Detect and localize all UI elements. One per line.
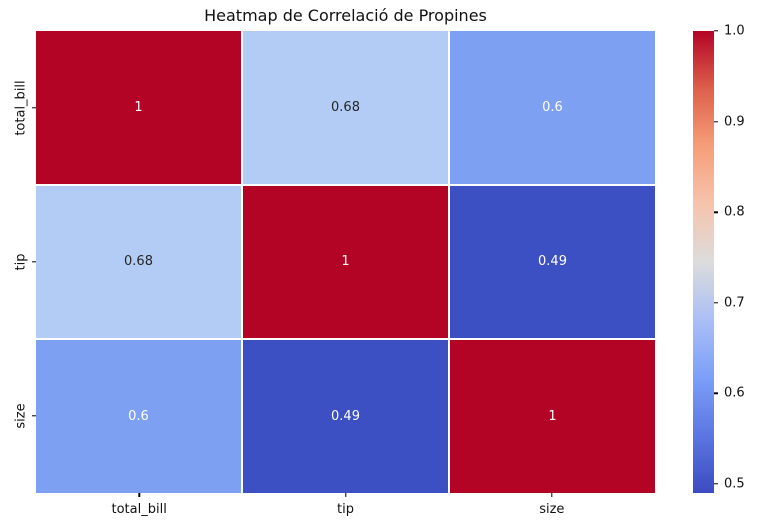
colorbar-tick-mark	[714, 120, 718, 123]
x-tick-mark	[344, 493, 347, 497]
x-tick-label: tip	[337, 502, 354, 517]
colorbar-tick-label: 1.0	[724, 23, 745, 39]
heatmap-cell: 0.6	[36, 340, 241, 493]
heatmap-cell: 1	[243, 185, 448, 339]
heatmap-cell: 0.49	[243, 340, 448, 493]
x-tick-mark	[551, 493, 553, 497]
colorbar-tick-mark	[714, 30, 718, 32]
cell-value: 1	[134, 99, 143, 115]
y-tick-label: size	[13, 403, 29, 429]
x-tick-mark	[138, 493, 140, 497]
chart-title: Heatmap de Correlació de Propines	[204, 6, 487, 25]
cell-value: 1	[341, 254, 350, 270]
y-tick-label: tip	[13, 253, 29, 271]
colorbar-tick-label: 0.6	[724, 385, 745, 401]
heatmap-cell: 1	[450, 340, 655, 493]
cell-value: 1	[548, 409, 557, 425]
heatmap-cell: 0.49	[450, 185, 655, 339]
cell-value: 0.6	[128, 409, 149, 425]
colorbar-tick-mark	[714, 211, 718, 213]
cell-value: 0.68	[124, 254, 153, 270]
cell-value: 0.68	[331, 99, 360, 115]
cell-value: 0.49	[538, 254, 567, 270]
heatmap-grid: 1 0.68 0.6 0.68 1 0.49 0.6 0.49 1	[36, 31, 655, 493]
heatmap-cell: 1	[36, 31, 241, 184]
cell-value: 0.49	[331, 409, 360, 425]
colorbar-tick-mark	[714, 392, 718, 395]
x-tick-label: size	[539, 502, 565, 517]
y-tick-mark	[32, 107, 36, 109]
heatmap-cell: 0.6	[450, 31, 655, 184]
colorbar-axis: 1.0 0.9 0.8 0.7 0.6 0.5	[714, 24, 757, 493]
colorbar	[693, 31, 714, 493]
colorbar-tick-mark	[714, 302, 718, 304]
y-tick-label: total_bill	[13, 80, 29, 136]
colorbar-tick-label: 0.5	[724, 476, 745, 492]
colorbar-tick-label: 0.7	[724, 295, 745, 311]
heatmap-cell: 0.68	[243, 31, 448, 184]
heatmap-cell: 0.68	[36, 185, 241, 339]
x-axis: total_bill tip size	[36, 493, 655, 523]
colorbar-tick-label: 0.9	[724, 114, 745, 130]
cell-value: 0.6	[542, 99, 563, 115]
y-tick-mark	[32, 415, 36, 417]
x-tick-label: total_bill	[111, 502, 167, 517]
colorbar-tick-label: 0.8	[724, 204, 745, 220]
y-tick-mark	[32, 261, 36, 263]
colorbar-tick-mark	[714, 483, 718, 485]
